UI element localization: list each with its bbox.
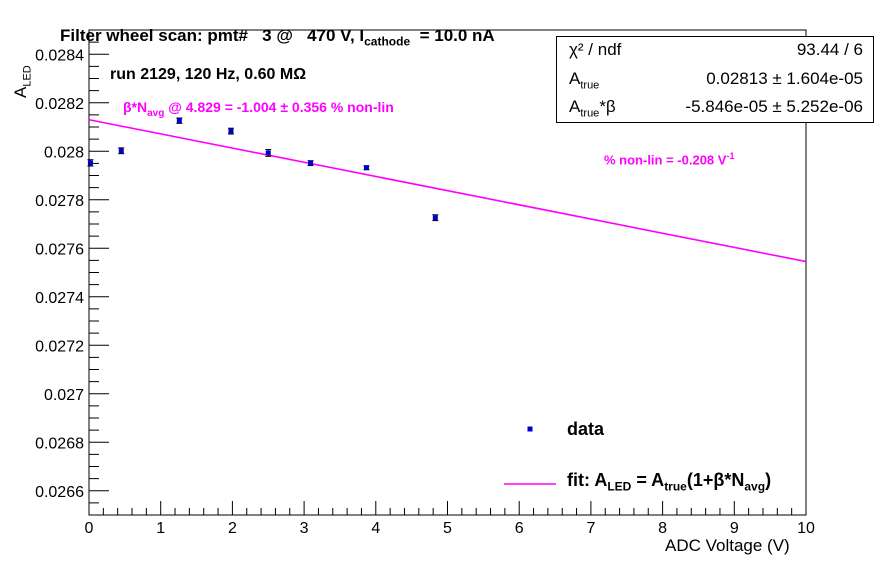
chart-title: Filter wheel scan: pmt# 3 @ 470 V, Icath… bbox=[60, 26, 495, 49]
x-tick-label: 7 bbox=[586, 520, 595, 537]
x-tick-label: 5 bbox=[443, 520, 452, 537]
x-tick-label: 10 bbox=[797, 520, 815, 537]
chi2-value: 93.44 / 6 bbox=[796, 40, 863, 59]
data-point bbox=[432, 215, 438, 221]
y-tick-label: 0.0278 bbox=[35, 193, 84, 210]
atrue-beta-value: -5.846e-05 ± 5.252e-06 bbox=[685, 97, 863, 116]
stats-row-atrue: Atrue 0.02813 ± 1.604e-05 bbox=[569, 66, 863, 92]
data-point bbox=[228, 128, 234, 134]
y-tick-label: 0.0284 bbox=[35, 47, 84, 64]
nonlin-annotation: % non-lin = -0.208 V-1 bbox=[604, 151, 735, 168]
legend-data-marker bbox=[527, 426, 533, 432]
y-tick-label: 0.028 bbox=[44, 144, 84, 161]
data-point bbox=[265, 150, 271, 156]
atrue-beta-label: Atrue*β bbox=[569, 97, 616, 120]
y-tick-label: 0.0268 bbox=[35, 435, 84, 452]
stats-box: χ² / ndf 93.44 / 6 Atrue 0.02813 ± 1.604… bbox=[556, 36, 874, 123]
x-tick-label: 0 bbox=[85, 520, 94, 537]
y-tick-label: 0.0272 bbox=[35, 338, 84, 355]
stats-row-chi2: χ² / ndf 93.44 / 6 bbox=[569, 37, 863, 63]
x-tick-label: 2 bbox=[228, 520, 237, 537]
x-tick-label: 6 bbox=[515, 520, 524, 537]
atrue-label: Atrue bbox=[569, 69, 600, 92]
x-tick-label: 1 bbox=[156, 520, 165, 537]
x-tick-label: 9 bbox=[730, 520, 739, 537]
data-point bbox=[308, 160, 314, 166]
y-tick-label: 0.0266 bbox=[35, 484, 84, 501]
legend-fit-label: fit: ALED = Atrue(1+β*Navg) bbox=[567, 470, 772, 494]
atrue-value: 0.02813 ± 1.604e-05 bbox=[706, 69, 863, 88]
chi2-label: χ² / ndf bbox=[569, 40, 622, 59]
y-tick-label: 0.0276 bbox=[35, 241, 84, 258]
run-label: run 2129, 120 Hz, 0.60 MΩ bbox=[110, 66, 307, 83]
y-tick-label: 0.0274 bbox=[35, 290, 84, 307]
x-axis-label: ADC Voltage (V) bbox=[665, 536, 790, 555]
y-axis-label: ALED bbox=[11, 65, 34, 98]
y-tick-label: 0.0282 bbox=[35, 96, 84, 113]
data-point bbox=[363, 165, 369, 171]
x-tick-label: 8 bbox=[658, 520, 667, 537]
fit-line bbox=[88, 118, 807, 263]
legend-data-label: data bbox=[567, 419, 605, 439]
data-point bbox=[87, 160, 93, 166]
x-tick-label: 3 bbox=[300, 520, 309, 537]
stats-row-atrue-beta: Atrue*β -5.846e-05 ± 5.252e-06 bbox=[569, 94, 863, 120]
x-tick-label: 4 bbox=[371, 520, 380, 537]
data-point bbox=[118, 148, 124, 154]
y-tick-label: 0.027 bbox=[44, 387, 84, 404]
beta-annotation: β*Navg @ 4.829 = -1.004 ± 0.356 % non-li… bbox=[123, 99, 394, 119]
data-point bbox=[176, 118, 182, 124]
